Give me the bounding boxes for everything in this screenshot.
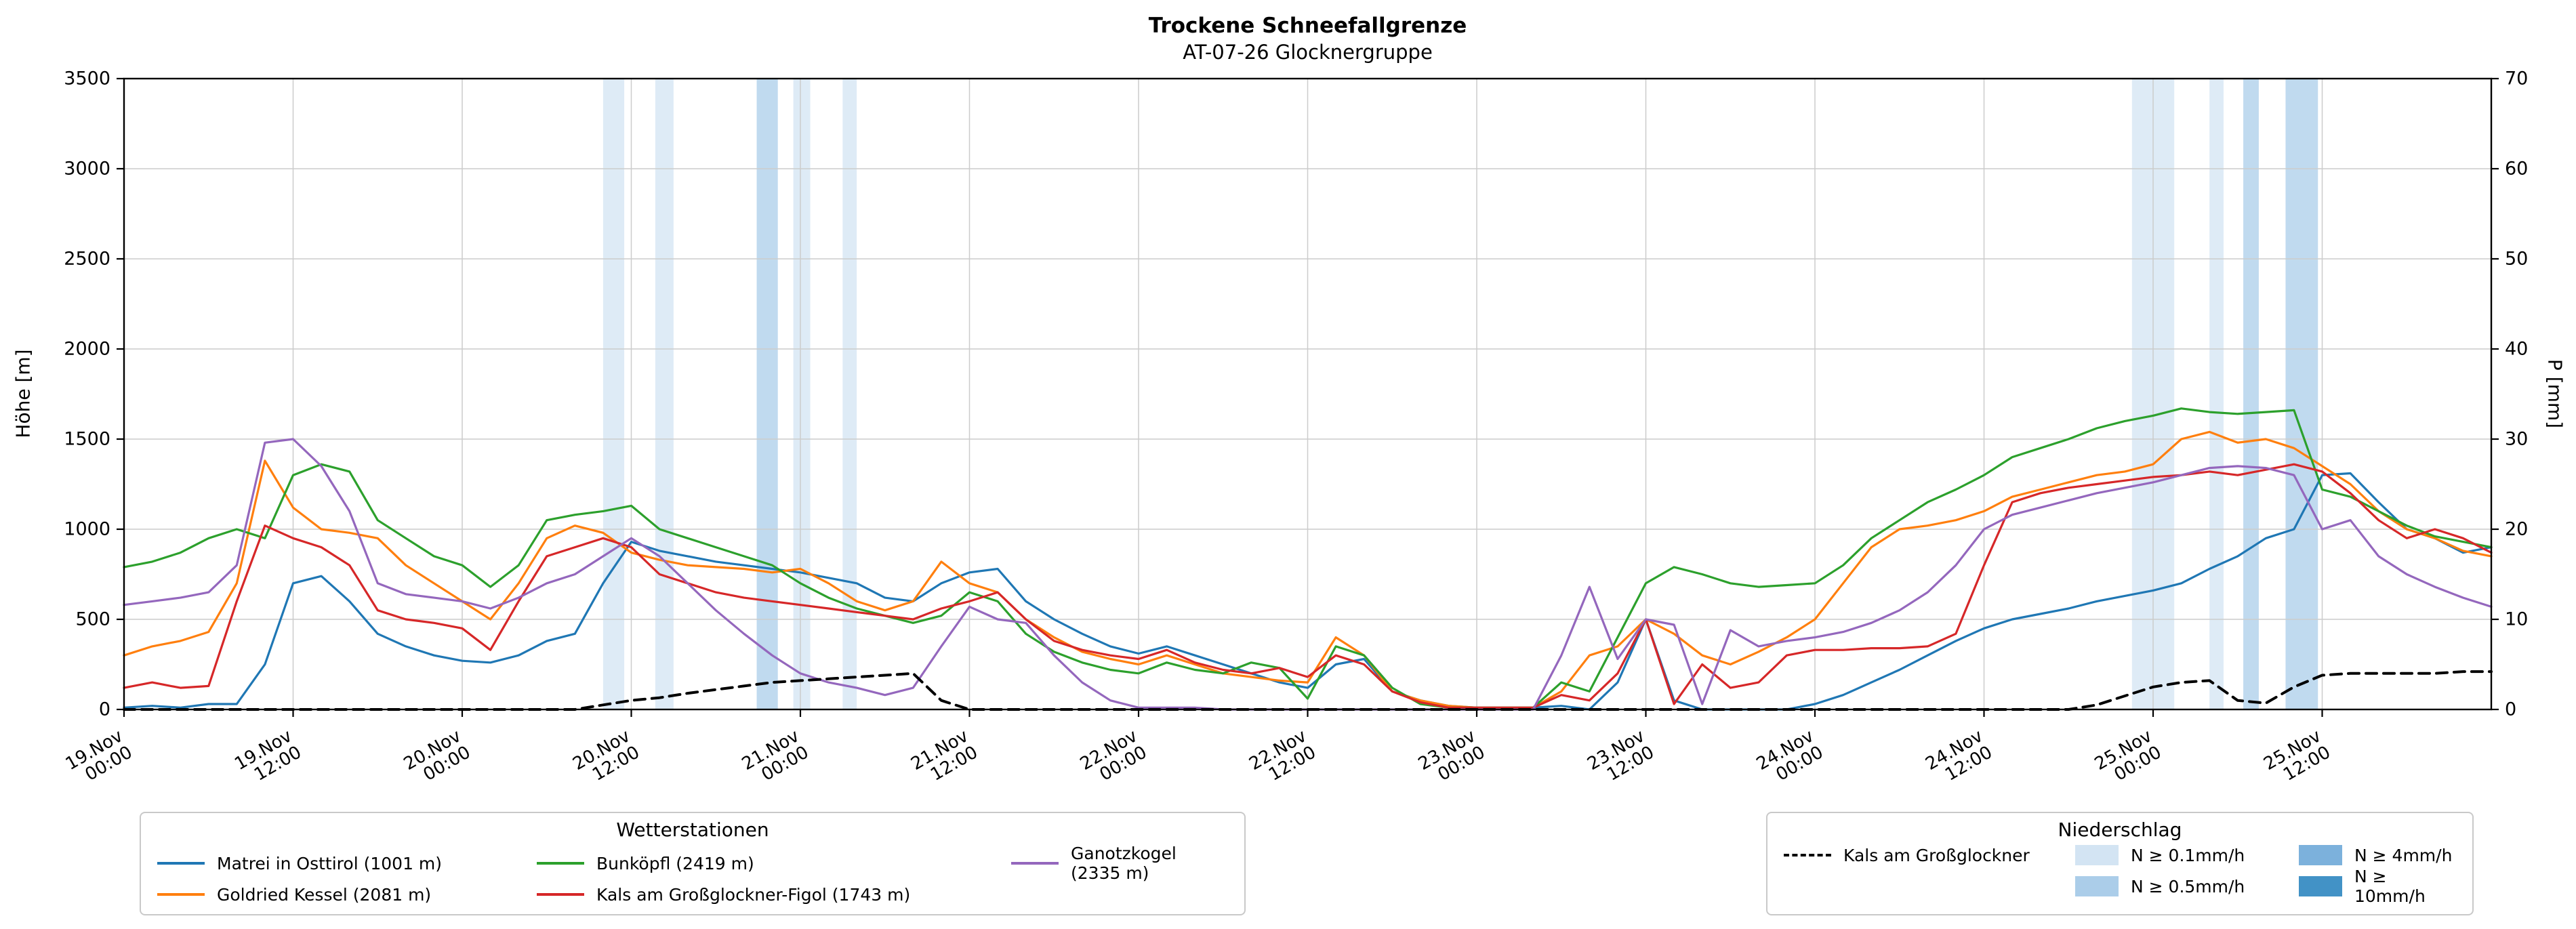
legend-label-matrei: Matrei in Osttirol (1001 m) — [217, 853, 443, 873]
legend-label-bunkoepfl: Bunköpfl (2419 m) — [596, 853, 754, 873]
legend-item-kals-figol: Kals am Großglockner-Figol (1743 m) — [537, 885, 1011, 905]
x-tick-label: 22.Nov12:00 — [1246, 726, 1320, 791]
n01-patch-swatch-icon — [2075, 845, 2119, 865]
series-line-matrei — [123, 472, 2493, 711]
legend-label-kals-precip: Kals am Großglockner — [1843, 845, 2030, 865]
precip-band — [602, 79, 625, 709]
precip-band — [2243, 79, 2259, 709]
precip-band — [793, 79, 811, 709]
kals-dashed-line-swatch-icon — [1784, 854, 1831, 856]
legend-precip-grid: Kals am Großglockner N ≥ 0.1mm/h N ≥ 0.5… — [1784, 844, 2456, 906]
y-tick-label-right: 10 — [2505, 609, 2528, 630]
chart-subtitle: AT-07-26 Glocknergruppe — [1183, 41, 1433, 64]
precip-band — [2285, 79, 2318, 709]
legend-item-ganotzkogel: Ganotzkogel (2335 m) — [1011, 844, 1228, 883]
legend-label-n4: N ≥ 4mm/h — [2354, 845, 2453, 865]
legend-label-goldried: Goldried Kessel (2081 m) — [217, 884, 432, 905]
legend-stations-grid: Matrei in Osttirol (1001 m) Goldried Kes… — [157, 844, 1228, 906]
y-tick-label-left: 0 — [99, 699, 110, 720]
y-tick-label-left: 1500 — [64, 429, 110, 450]
bunkoepfl-line-swatch-icon — [537, 862, 584, 865]
legend-precip-title: Niederschlag — [2058, 819, 2182, 841]
n10-patch-swatch-icon — [2299, 876, 2342, 896]
y-tick-label-left: 2000 — [64, 339, 110, 360]
legend-precipitation: Niederschlag Kals am Großglockner N ≥ 0.… — [1766, 812, 2474, 915]
precip-band — [842, 79, 857, 709]
precip-band — [655, 79, 674, 709]
legend-label-ganotzkogel: Ganotzkogel (2335 m) — [1071, 844, 1177, 883]
legend-label-n01: N ≥ 0.1mm/h — [2131, 845, 2245, 865]
legend-item-n05: N ≥ 0.5mm/h — [2075, 876, 2299, 896]
y-tick-label-left: 3000 — [64, 159, 110, 180]
legend-stations: Wetterstationen Matrei in Osttirol (1001… — [140, 812, 1246, 915]
precip-bands-layer — [602, 79, 2318, 709]
x-tick-label: 22.Nov00:00 — [1077, 726, 1151, 791]
y-tick-label-right: 20 — [2505, 519, 2528, 540]
y-tick-label-right: 50 — [2505, 249, 2528, 270]
x-tick-label: 23.Nov12:00 — [1584, 726, 1658, 791]
x-tick-label: 19.Nov12:00 — [231, 726, 305, 791]
x-tick-label: 21.Nov00:00 — [739, 726, 813, 791]
n4-patch-swatch-icon — [2299, 845, 2342, 865]
y-tick-label-left: 3500 — [64, 68, 110, 89]
y-tick-label-right: 40 — [2505, 339, 2528, 360]
legend-label-kals-figol: Kals am Großglockner-Figol (1743 m) — [596, 884, 911, 905]
x-tick-label: 19.Nov00:00 — [62, 726, 136, 791]
n05-patch-swatch-icon — [2075, 876, 2119, 896]
y-tick-label-right: 30 — [2505, 429, 2528, 450]
y-tick-label-left: 1000 — [64, 519, 110, 540]
kals-figol-line-swatch-icon — [537, 893, 584, 896]
x-tick-label: 23.Nov00:00 — [1415, 726, 1489, 791]
grid-layer — [124, 78, 2491, 709]
x-tick-label: 24.Nov12:00 — [1922, 726, 1996, 791]
precip-band — [2209, 79, 2224, 709]
y-tick-label-left: 500 — [75, 609, 110, 630]
series-line-bunkoepfl — [123, 407, 2493, 709]
y-tick-label-right: 0 — [2505, 699, 2516, 720]
matrei-line-swatch-icon — [157, 862, 205, 865]
legend-item-matrei: Matrei in Osttirol (1001 m) — [157, 854, 537, 873]
x-tick-label: 21.Nov12:00 — [907, 726, 981, 791]
legend-label-n05: N ≥ 0.5mm/h — [2131, 876, 2245, 896]
ganotzkogel-line-swatch-icon — [1011, 862, 1059, 865]
y-tick-label-right: 60 — [2505, 159, 2528, 180]
series-line-kals_figol — [123, 463, 2493, 709]
x-tick-label: 24.Nov00:00 — [1753, 726, 1827, 791]
series-line-goldried — [123, 430, 2493, 709]
legend-item-kals-precip: Kals am Großglockner — [1784, 846, 2075, 865]
y-tick-label-right: 70 — [2505, 68, 2528, 89]
legend-item-n01: N ≥ 0.1mm/h — [2075, 845, 2299, 865]
precip-band — [756, 79, 778, 709]
x-tick-label: 20.Nov00:00 — [401, 726, 474, 791]
legend-stations-title: Wetterstationen — [616, 819, 769, 841]
legend-item-goldried: Goldried Kessel (2081 m) — [157, 885, 537, 905]
x-tick-label: 25.Nov00:00 — [2091, 726, 2165, 791]
x-tick-label: 25.Nov12:00 — [2260, 726, 2334, 791]
chart-title: Trockene Schneefallgrenze — [1148, 14, 1467, 38]
legend-item-n10: N ≥ 10mm/h — [2299, 867, 2456, 906]
legend-item-bunkoepfl: Bunköpfl (2419 m) — [537, 854, 1011, 873]
legend-label-n10: N ≥ 10mm/h — [2354, 867, 2426, 906]
legend-item-n4: N ≥ 4mm/h — [2299, 845, 2456, 865]
x-tick-label: 20.Nov12:00 — [569, 726, 643, 791]
y-tick-label-left: 2500 — [64, 249, 110, 270]
goldried-line-swatch-icon — [157, 893, 205, 896]
